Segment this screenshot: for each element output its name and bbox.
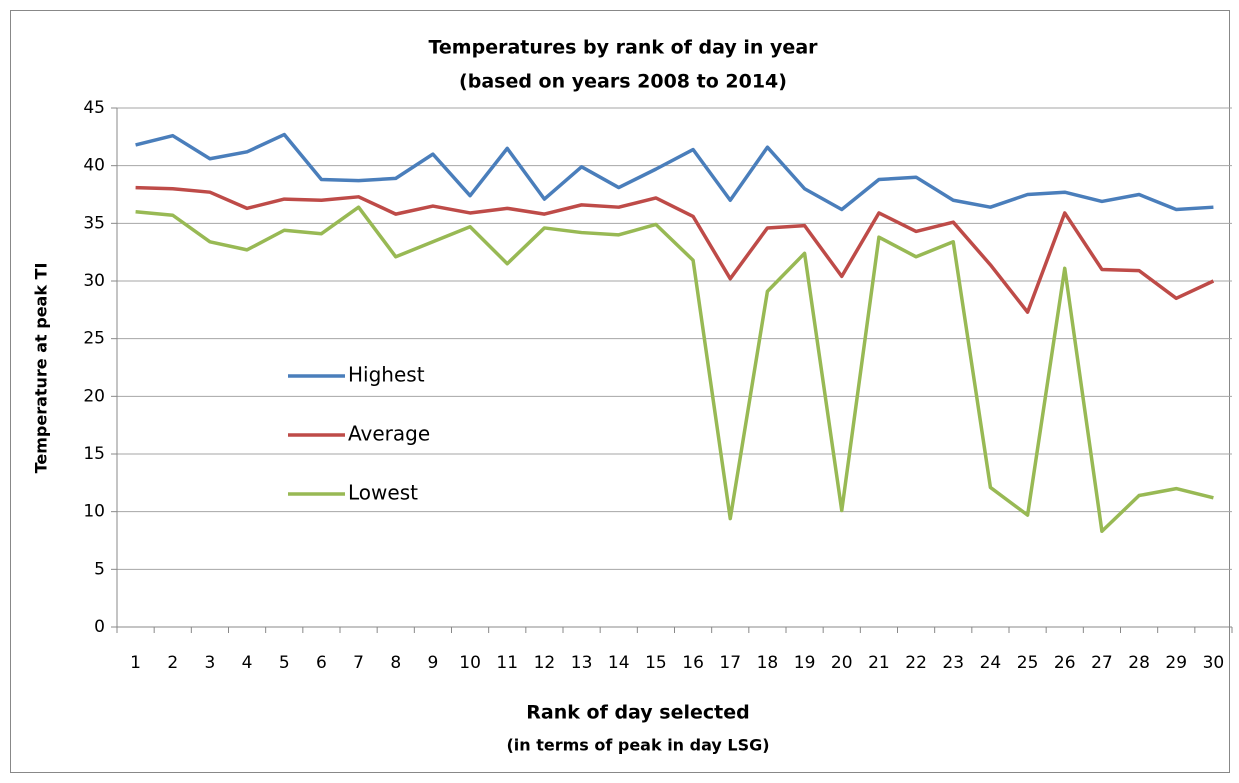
x-tick-label: 22 [905,653,927,673]
series-line [135,185,1215,314]
y-tick-label: 10 [83,502,105,522]
x-tick-label: 28 [1128,653,1150,673]
series-line [135,205,1214,534]
x-tick-label: 18 [757,653,779,673]
x-tick-label: 4 [242,653,253,673]
legend-label: Lowest [348,481,418,505]
x-tick-label: 19 [794,653,816,673]
legend-label: Average [348,422,430,446]
y-tick-label: 35 [83,213,105,233]
y-tick-label: 30 [83,271,105,291]
x-tick-label: 24 [980,653,1002,673]
x-tick-label: 21 [868,653,890,673]
x-tick-label: 13 [571,653,593,673]
x-tick-label: 27 [1091,653,1113,673]
y-tick-label: 25 [83,329,105,349]
x-tick-label: 6 [316,653,327,673]
x-tick-label: 14 [608,653,630,673]
x-tick-label: 23 [942,653,964,673]
x-tick-label: 3 [205,653,216,673]
y-tick-label: 40 [83,156,105,176]
x-tick-label: 7 [353,653,364,673]
x-tick-label: 11 [496,653,518,673]
chart-border [10,10,1230,773]
x-tick-label: 9 [428,653,439,673]
x-tick-label: 17 [719,653,741,673]
y-axis-title: Temperature at peak TI [32,263,51,474]
x-tick-label: 25 [1017,653,1039,673]
y-tick-label: 5 [94,559,105,579]
chart-subtitle: (based on years 2008 to 2014) [459,71,787,93]
x-tick-label: 5 [279,653,290,673]
y-tick-label: 0 [94,617,105,637]
x-tick-label: 26 [1054,653,1076,673]
x-axis-title: Rank of day selected [526,702,749,724]
y-tick-label: 45 [83,98,105,118]
x-tick-label: 30 [1203,653,1225,673]
y-tick-label: 15 [83,444,105,464]
y-tick-label: 20 [83,386,105,406]
x-tick-label: 1 [130,653,141,673]
x-tick-label: 29 [1165,653,1187,673]
x-tick-label: 12 [534,653,556,673]
chart-title: Temperatures by rank of day in year [428,37,818,59]
x-tick-label: 16 [682,653,704,673]
series-line [135,132,1214,212]
x-tick-label: 20 [831,653,853,673]
x-tick-label: 10 [459,653,481,673]
x-tick-label: 15 [645,653,667,673]
legend-label: Highest [348,363,425,387]
x-axis-subtitle: (in terms of peak in day LSG) [506,736,769,755]
x-tick-label: 8 [390,653,401,673]
x-tick-label: 2 [167,653,178,673]
